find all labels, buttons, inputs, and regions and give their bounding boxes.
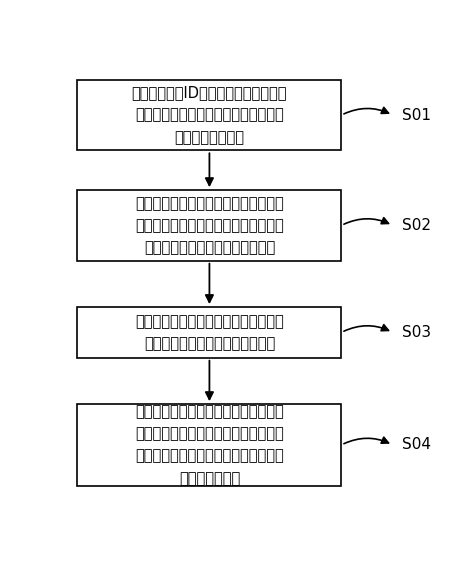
Text: S03: S03 — [402, 325, 431, 340]
Bar — [78, 80, 342, 150]
Text: 根据每个车辆ID按时间排序的车辆轨迹
数据点形成的行驶轨迹，确定车辆行驶
方向改变的轨迹点: 根据每个车辆ID按时间排序的车辆轨迹 数据点形成的行驶轨迹，确定车辆行驶 方向改… — [131, 85, 287, 145]
Text: 对每个交通路口统计左转、右转、掉头
的车辆轨迹数据点的数量，并确定交通
路口的交通规则是否为禁止左转、禁止
右转、禁止掉头: 对每个交通路口统计左转、右转、掉头 的车辆轨迹数据点的数量，并确定交通 路口的交… — [135, 404, 284, 486]
Text: S01: S01 — [402, 108, 431, 123]
Bar — [78, 404, 342, 486]
Bar — [78, 307, 342, 358]
Bar — [78, 190, 342, 261]
Text: S04: S04 — [402, 437, 431, 453]
Text: 计算轨迹点与在行驶方向改变前的车辆
轨迹数据点的差值，确定轨迹点为路口
转弯的车辆轨迹数据点并将其保留: 计算轨迹点与在行驶方向改变前的车辆 轨迹数据点的差值，确定轨迹点为路口 转弯的车… — [135, 196, 284, 255]
Text: S02: S02 — [402, 218, 431, 233]
Text: 针对路口转弯的车辆轨迹数据点进行聚
类，识别出交通路口以及路口类型: 针对路口转弯的车辆轨迹数据点进行聚 类，识别出交通路口以及路口类型 — [135, 314, 284, 351]
